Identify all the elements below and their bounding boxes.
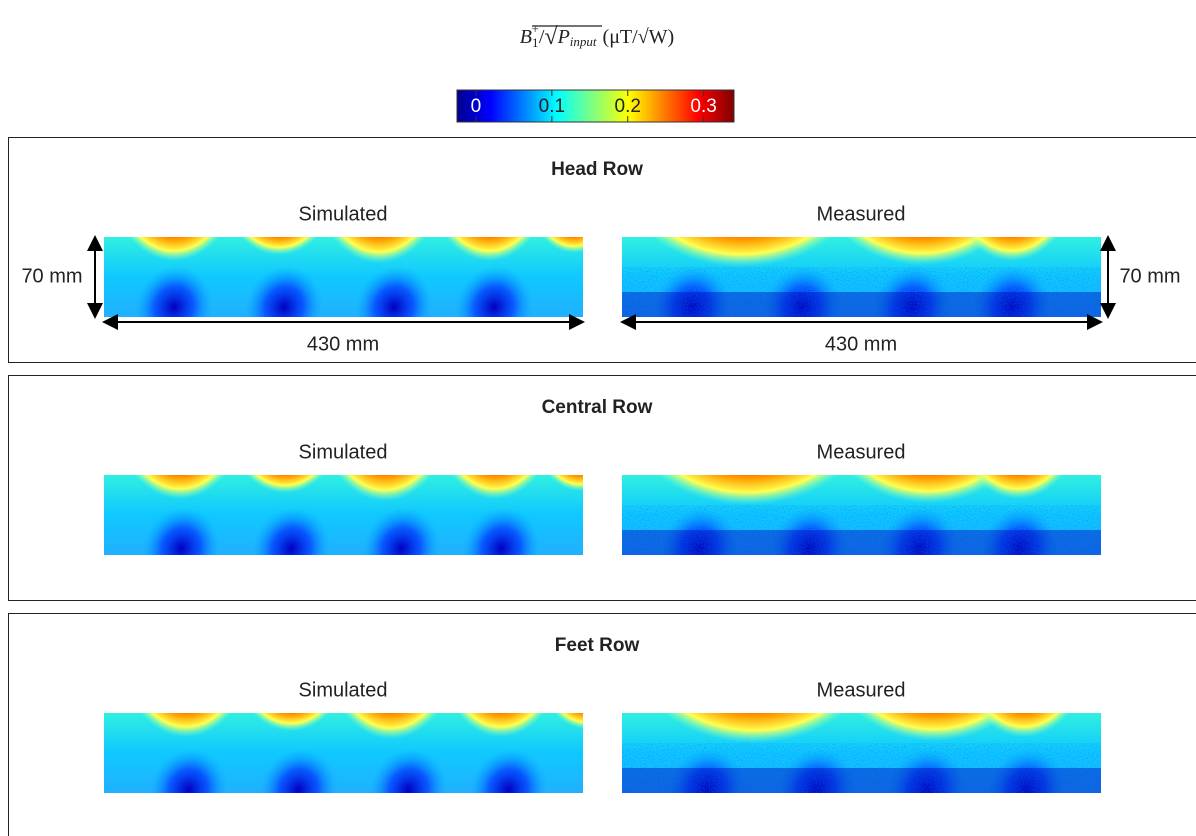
row: Central Row Simulated Measured xyxy=(8,375,1196,601)
high-field xyxy=(535,475,583,515)
low-field xyxy=(245,265,323,317)
sup: + xyxy=(532,21,539,36)
heat-map xyxy=(622,237,1101,317)
colorbar-tick-label: 0.3 xyxy=(690,96,716,117)
colorbar-tick-label: 0 xyxy=(471,96,482,117)
row: Feet Row Simulated Measured xyxy=(8,613,1196,836)
high-field xyxy=(109,237,239,297)
high-field xyxy=(224,237,334,282)
high-field xyxy=(426,237,552,297)
width-label: 430 mm xyxy=(825,333,897,355)
heat-map xyxy=(104,475,583,555)
colorbar-tick-label: 0.2 xyxy=(615,96,641,117)
high-field xyxy=(230,475,340,520)
row-title: Feet Row xyxy=(555,635,640,656)
radicand: P xyxy=(557,26,570,48)
high-field xyxy=(959,713,1089,773)
row-frame xyxy=(8,613,1196,836)
low-field xyxy=(252,507,330,555)
high-field xyxy=(622,237,872,312)
high-field xyxy=(311,237,447,302)
radicand-sub: input xyxy=(570,34,597,49)
panel-label: Measured xyxy=(817,203,906,225)
high-field xyxy=(115,475,245,535)
row: Head Row Simulated Measured 70 mm 430 mm 70 m… xyxy=(8,137,1196,363)
low-field xyxy=(259,748,338,793)
high-field xyxy=(947,237,1077,297)
colorbar xyxy=(456,89,735,123)
panel-label: Simulated xyxy=(299,441,388,463)
high-field xyxy=(121,713,251,773)
row-title: Central Row xyxy=(542,397,653,418)
height-label: 70 mm xyxy=(21,265,82,287)
sub: 1 xyxy=(532,35,539,50)
row-frame xyxy=(8,375,1196,601)
colorbar-tick-label: 0.1 xyxy=(539,96,565,117)
panel-label: Simulated xyxy=(299,679,388,701)
panel-label: Measured xyxy=(817,441,906,463)
panel-label: Simulated xyxy=(299,203,388,225)
heat-map xyxy=(104,237,583,317)
symbol: B xyxy=(520,26,532,48)
high-field xyxy=(438,713,564,773)
panel-label: Measured xyxy=(817,679,906,701)
row-title: Head Row xyxy=(551,159,643,180)
colorbar-title: B1+/√Pinput (μT/√W) xyxy=(520,21,674,50)
high-field xyxy=(529,237,583,277)
high-field xyxy=(624,713,884,788)
high-field xyxy=(432,475,558,535)
slash: / xyxy=(539,26,545,48)
heat-map xyxy=(622,713,1101,793)
width-label: 430 mm xyxy=(307,333,379,355)
unit: (μT/√W) xyxy=(603,26,675,48)
heat-map xyxy=(104,713,583,793)
high-field xyxy=(317,475,453,540)
high-field xyxy=(323,713,459,778)
high-field xyxy=(541,713,583,753)
high-field xyxy=(622,475,878,550)
heat-map xyxy=(622,475,1101,555)
high-field xyxy=(236,713,346,758)
row-frame xyxy=(8,137,1196,363)
high-field xyxy=(953,475,1083,535)
height-label: 70 mm xyxy=(1119,265,1180,287)
